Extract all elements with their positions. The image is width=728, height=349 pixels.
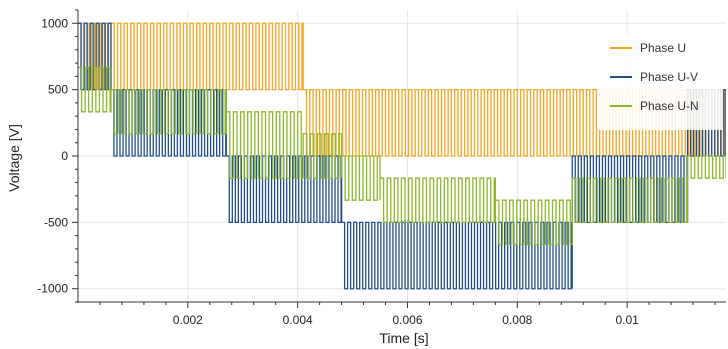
x-tick-label: 0.006 [392, 313, 422, 327]
axes: 1000 500 0 -500 -1000 0.002 0.004 0.006 0.008 0.0… [37, 9, 726, 327]
legend-label: Phase U [640, 41, 686, 55]
y-tick-label: -1000 [37, 282, 68, 296]
legend: Phase U Phase U-V Phase U-N [598, 34, 722, 130]
y-tick-label: 500 [48, 83, 68, 97]
legend-box [598, 34, 722, 130]
y-tick-label: 0 [61, 149, 68, 163]
x-tick-label: 0.004 [283, 313, 313, 327]
x-tick-label: 0.002 [173, 313, 203, 327]
series-line-phase-u-n [78, 66, 726, 246]
legend-label: Phase U-V [640, 70, 698, 84]
x-tick-label: 0.01 [615, 313, 639, 327]
y-tick-label: -500 [44, 215, 68, 229]
y-tick-label: 1000 [41, 16, 68, 30]
y-axis-label: Voltage [V] [6, 124, 22, 192]
x-axis-label: Time [s] [379, 330, 428, 346]
legend-label: Phase U-N [640, 99, 699, 113]
x-tick-label: 0.008 [502, 313, 532, 327]
